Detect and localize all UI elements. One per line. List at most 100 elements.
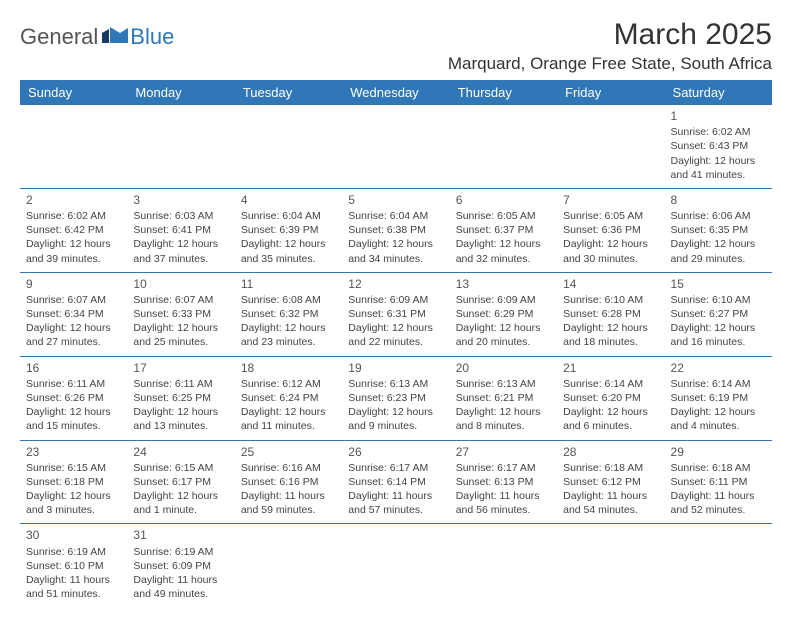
calendar-cell: 27Sunrise: 6:17 AMSunset: 6:13 PMDayligh…: [450, 440, 557, 524]
day-number: 29: [671, 444, 766, 460]
daylight-text: and 27 minutes.: [26, 335, 121, 349]
daylight-text: and 35 minutes.: [241, 252, 336, 266]
daylight-text: Daylight: 11 hours: [133, 573, 228, 587]
day-number: 14: [563, 276, 658, 292]
weekday-header: Thursday: [450, 80, 557, 105]
sunset-text: Sunset: 6:11 PM: [671, 475, 766, 489]
sunrise-text: Sunrise: 6:16 AM: [241, 461, 336, 475]
sunset-text: Sunset: 6:12 PM: [563, 475, 658, 489]
daylight-text: Daylight: 11 hours: [671, 489, 766, 503]
daylight-text: Daylight: 12 hours: [671, 154, 766, 168]
calendar-row: 30Sunrise: 6:19 AMSunset: 6:10 PMDayligh…: [20, 524, 772, 607]
sunrise-text: Sunrise: 6:13 AM: [456, 377, 551, 391]
day-number: 3: [133, 192, 228, 208]
calendar-cell: [450, 524, 557, 607]
title-block: March 2025 Marquard, Orange Free State, …: [448, 18, 772, 74]
sunrise-text: Sunrise: 6:11 AM: [133, 377, 228, 391]
calendar-cell: 12Sunrise: 6:09 AMSunset: 6:31 PMDayligh…: [342, 272, 449, 356]
daylight-text: and 54 minutes.: [563, 503, 658, 517]
daylight-text: and 6 minutes.: [563, 419, 658, 433]
sunrise-text: Sunrise: 6:07 AM: [26, 293, 121, 307]
sunrise-text: Sunrise: 6:14 AM: [671, 377, 766, 391]
sunset-text: Sunset: 6:28 PM: [563, 307, 658, 321]
calendar-cell: [20, 105, 127, 188]
daylight-text: Daylight: 12 hours: [133, 489, 228, 503]
sunrise-text: Sunrise: 6:17 AM: [348, 461, 443, 475]
sunset-text: Sunset: 6:32 PM: [241, 307, 336, 321]
daylight-text: Daylight: 12 hours: [348, 237, 443, 251]
daylight-text: and 29 minutes.: [671, 252, 766, 266]
daylight-text: Daylight: 12 hours: [133, 405, 228, 419]
calendar-cell: 23Sunrise: 6:15 AMSunset: 6:18 PMDayligh…: [20, 440, 127, 524]
calendar-cell: 16Sunrise: 6:11 AMSunset: 6:26 PMDayligh…: [20, 356, 127, 440]
calendar-cell: 26Sunrise: 6:17 AMSunset: 6:14 PMDayligh…: [342, 440, 449, 524]
daylight-text: Daylight: 12 hours: [563, 405, 658, 419]
sunrise-text: Sunrise: 6:18 AM: [563, 461, 658, 475]
calendar-cell: [665, 524, 772, 607]
daylight-text: and 32 minutes.: [456, 252, 551, 266]
day-number: 25: [241, 444, 336, 460]
sunrise-text: Sunrise: 6:13 AM: [348, 377, 443, 391]
sunrise-text: Sunrise: 6:07 AM: [133, 293, 228, 307]
month-title: March 2025: [448, 18, 772, 52]
sunrise-text: Sunrise: 6:17 AM: [456, 461, 551, 475]
sunset-text: Sunset: 6:16 PM: [241, 475, 336, 489]
day-number: 7: [563, 192, 658, 208]
calendar-cell: [342, 524, 449, 607]
sunset-text: Sunset: 6:37 PM: [456, 223, 551, 237]
daylight-text: and 11 minutes.: [241, 419, 336, 433]
daylight-text: and 39 minutes.: [26, 252, 121, 266]
sunset-text: Sunset: 6:23 PM: [348, 391, 443, 405]
calendar-cell: 19Sunrise: 6:13 AMSunset: 6:23 PMDayligh…: [342, 356, 449, 440]
sunset-text: Sunset: 6:24 PM: [241, 391, 336, 405]
weekday-header: Monday: [127, 80, 234, 105]
calendar-header-row: Sunday Monday Tuesday Wednesday Thursday…: [20, 80, 772, 105]
sunrise-text: Sunrise: 6:10 AM: [671, 293, 766, 307]
sunset-text: Sunset: 6:17 PM: [133, 475, 228, 489]
day-number: 17: [133, 360, 228, 376]
calendar-cell: [557, 105, 664, 188]
header: General Blue March 2025 Marquard, Orange…: [20, 18, 772, 74]
sunset-text: Sunset: 6:13 PM: [456, 475, 551, 489]
sunrise-text: Sunrise: 6:09 AM: [348, 293, 443, 307]
day-number: 8: [671, 192, 766, 208]
calendar-cell: [235, 524, 342, 607]
calendar-cell: 29Sunrise: 6:18 AMSunset: 6:11 PMDayligh…: [665, 440, 772, 524]
sunset-text: Sunset: 6:41 PM: [133, 223, 228, 237]
day-number: 28: [563, 444, 658, 460]
day-number: 16: [26, 360, 121, 376]
sunset-text: Sunset: 6:14 PM: [348, 475, 443, 489]
daylight-text: and 49 minutes.: [133, 587, 228, 601]
daylight-text: Daylight: 12 hours: [671, 321, 766, 335]
sunrise-text: Sunrise: 6:04 AM: [241, 209, 336, 223]
sunrise-text: Sunrise: 6:15 AM: [26, 461, 121, 475]
calendar-cell: [557, 524, 664, 607]
daylight-text: Daylight: 12 hours: [456, 405, 551, 419]
calendar-cell: [235, 105, 342, 188]
daylight-text: Daylight: 12 hours: [133, 321, 228, 335]
calendar-cell: 6Sunrise: 6:05 AMSunset: 6:37 PMDaylight…: [450, 188, 557, 272]
calendar-cell: 15Sunrise: 6:10 AMSunset: 6:27 PMDayligh…: [665, 272, 772, 356]
day-number: 23: [26, 444, 121, 460]
sunrise-text: Sunrise: 6:04 AM: [348, 209, 443, 223]
day-number: 26: [348, 444, 443, 460]
calendar-cell: 1Sunrise: 6:02 AMSunset: 6:43 PMDaylight…: [665, 105, 772, 188]
sunset-text: Sunset: 6:18 PM: [26, 475, 121, 489]
sunset-text: Sunset: 6:20 PM: [563, 391, 658, 405]
daylight-text: and 9 minutes.: [348, 419, 443, 433]
weekday-header: Saturday: [665, 80, 772, 105]
sunrise-text: Sunrise: 6:15 AM: [133, 461, 228, 475]
daylight-text: and 34 minutes.: [348, 252, 443, 266]
sunset-text: Sunset: 6:33 PM: [133, 307, 228, 321]
daylight-text: and 52 minutes.: [671, 503, 766, 517]
calendar-cell: 31Sunrise: 6:19 AMSunset: 6:09 PMDayligh…: [127, 524, 234, 607]
calendar-cell: 20Sunrise: 6:13 AMSunset: 6:21 PMDayligh…: [450, 356, 557, 440]
sunset-text: Sunset: 6:43 PM: [671, 139, 766, 153]
calendar-cell: 25Sunrise: 6:16 AMSunset: 6:16 PMDayligh…: [235, 440, 342, 524]
calendar-cell: 22Sunrise: 6:14 AMSunset: 6:19 PMDayligh…: [665, 356, 772, 440]
day-number: 5: [348, 192, 443, 208]
day-number: 27: [456, 444, 551, 460]
daylight-text: and 59 minutes.: [241, 503, 336, 517]
sunset-text: Sunset: 6:10 PM: [26, 559, 121, 573]
sunrise-text: Sunrise: 6:09 AM: [456, 293, 551, 307]
